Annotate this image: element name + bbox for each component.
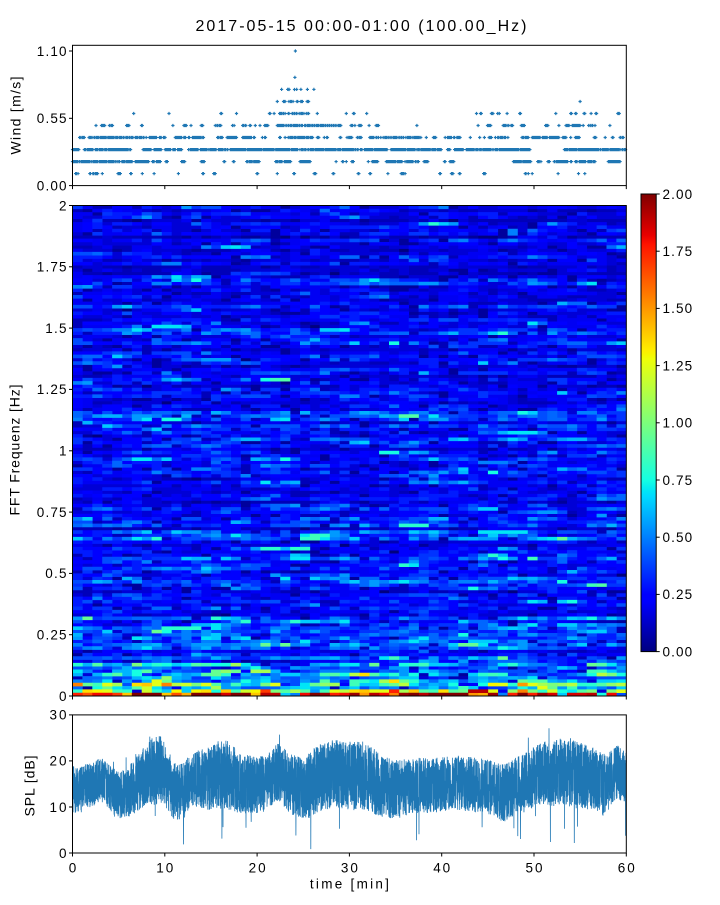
svg-text:SPL [dB]: SPL [dB]: [22, 756, 38, 817]
svg-text:2017-05-15 00:00-01:00 (100.00: 2017-05-15 00:00-01:00 (100.00_Hz): [196, 18, 527, 35]
svg-text:0.00: 0.00: [37, 178, 67, 193]
svg-text:0: 0: [69, 860, 77, 875]
svg-text:0.75: 0.75: [37, 505, 67, 520]
svg-text:0.75: 0.75: [663, 473, 693, 488]
svg-text:1.25: 1.25: [37, 382, 67, 397]
svg-text:0.00: 0.00: [663, 644, 693, 659]
svg-text:40: 40: [433, 860, 450, 875]
svg-text:30: 30: [50, 708, 67, 723]
svg-text:30: 30: [341, 860, 358, 875]
svg-text:0.25: 0.25: [663, 587, 693, 602]
svg-text:0.55: 0.55: [37, 111, 67, 126]
svg-text:0.5: 0.5: [45, 566, 66, 581]
svg-text:0: 0: [59, 689, 67, 704]
svg-text:1.50: 1.50: [663, 301, 693, 316]
svg-text:1.5: 1.5: [45, 321, 66, 336]
svg-text:1: 1: [59, 444, 67, 459]
svg-text:10: 10: [50, 800, 67, 815]
svg-text:20: 20: [249, 860, 266, 875]
svg-text:0.25: 0.25: [37, 628, 67, 643]
svg-text:0.50: 0.50: [663, 530, 693, 545]
svg-text:20: 20: [50, 754, 67, 769]
svg-text:1.75: 1.75: [37, 260, 67, 275]
svg-text:2.00: 2.00: [663, 187, 693, 202]
svg-text:FFT Frequenz [Hz]: FFT Frequenz [Hz]: [7, 385, 23, 516]
svg-text:1.75: 1.75: [663, 244, 693, 259]
svg-text:Wind [m/s]: Wind [m/s]: [8, 77, 24, 155]
svg-text:60: 60: [618, 860, 635, 875]
svg-text:1.00: 1.00: [663, 416, 693, 431]
svg-text:1.10: 1.10: [37, 44, 67, 59]
svg-text:10: 10: [156, 860, 173, 875]
svg-text:0: 0: [59, 846, 67, 861]
svg-text:1.25: 1.25: [663, 358, 693, 373]
svg-text:2: 2: [59, 198, 67, 213]
svg-text:50: 50: [526, 860, 543, 875]
